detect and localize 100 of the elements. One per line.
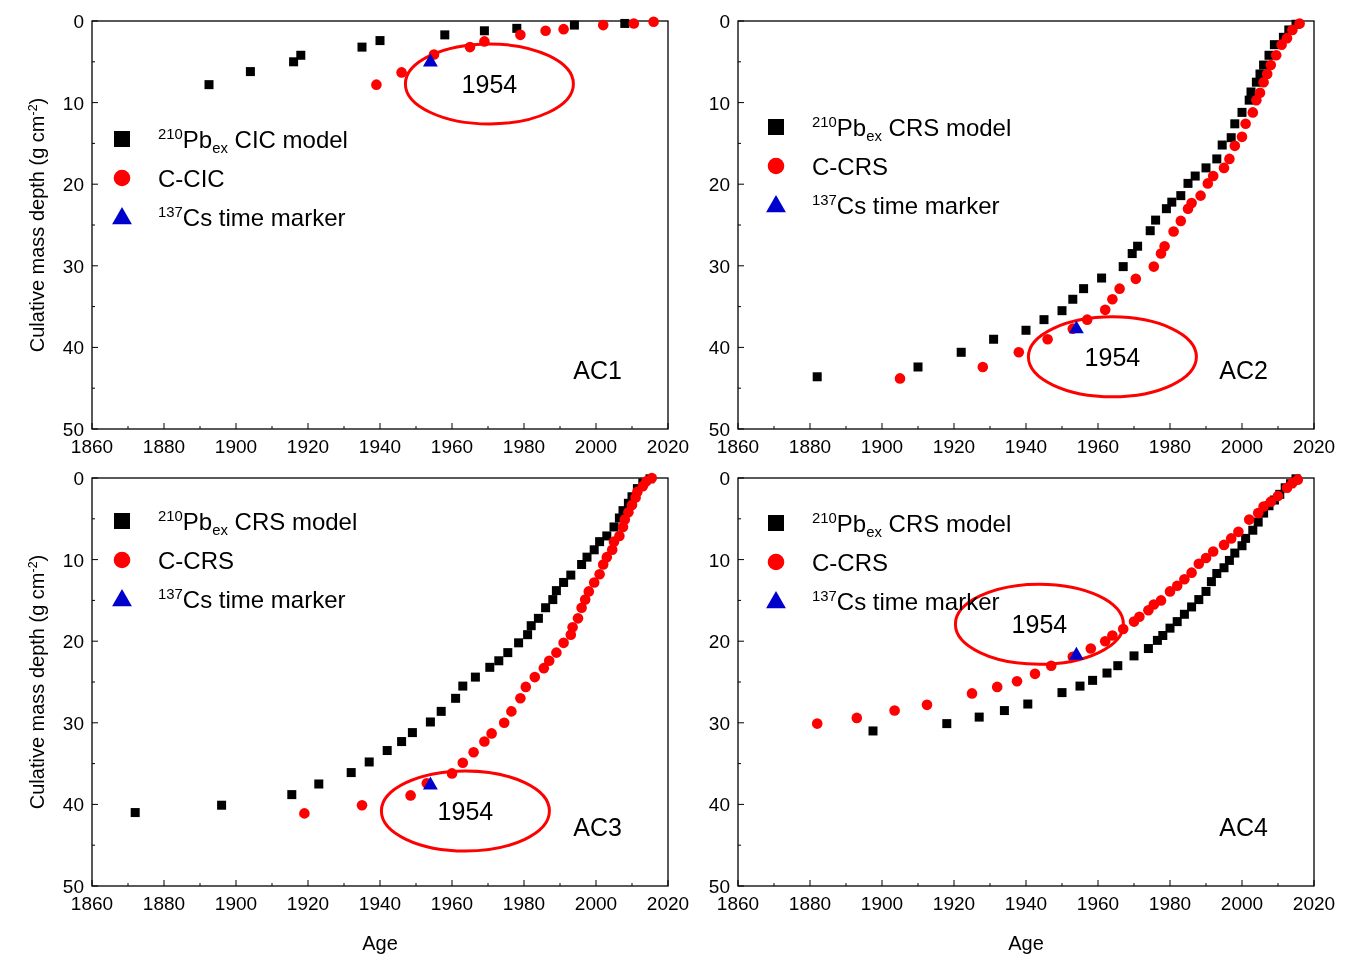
- point: [551, 647, 562, 658]
- x-tick-label: 1900: [860, 893, 904, 914]
- point: [1212, 568, 1222, 578]
- point: [551, 586, 561, 596]
- point: [458, 681, 468, 691]
- y-tick-label: 30: [708, 712, 730, 734]
- x-axis-title: Age: [1008, 932, 1044, 954]
- point: [1186, 567, 1197, 578]
- point: [1193, 558, 1205, 569]
- point: [558, 637, 569, 649]
- point: [1097, 273, 1107, 283]
- y-tick-label: 20: [62, 174, 84, 196]
- point: [1102, 668, 1112, 678]
- point: [217, 800, 227, 810]
- point: [558, 23, 569, 35]
- point: [1261, 68, 1273, 80]
- point: [1176, 191, 1186, 201]
- point: [1118, 262, 1128, 272]
- y-tick-label: 30: [708, 255, 730, 277]
- point: [1287, 24, 1298, 36]
- point: [543, 655, 555, 667]
- x-tick-label: 1940: [358, 893, 402, 914]
- point: [540, 25, 551, 37]
- point: [1224, 555, 1234, 565]
- point: [440, 30, 450, 40]
- point: [913, 362, 923, 372]
- point: [1258, 501, 1269, 512]
- y-tick-label: 40: [62, 794, 84, 816]
- point: [966, 688, 978, 699]
- point: [1079, 284, 1089, 294]
- point: [485, 662, 495, 672]
- point: [1294, 18, 1305, 29]
- point: [583, 586, 595, 597]
- point: [1200, 552, 1212, 564]
- point: [1236, 131, 1248, 143]
- point: [364, 757, 374, 767]
- point: [1134, 611, 1145, 623]
- point: [541, 603, 551, 613]
- point: [1068, 294, 1078, 304]
- annotation: AC4: [1219, 813, 1269, 841]
- point: [1057, 306, 1067, 316]
- point: [1237, 107, 1247, 117]
- point: [1172, 617, 1182, 627]
- point: [582, 552, 592, 562]
- x-tick-label: 1900: [214, 893, 258, 914]
- point: [204, 80, 214, 90]
- point: [577, 560, 587, 569]
- x-tick-label: 1880: [142, 436, 186, 457]
- x-tick-label: 1960: [430, 893, 474, 914]
- point: [397, 737, 407, 747]
- y-tick-label: 0: [719, 468, 730, 489]
- point: [314, 779, 324, 789]
- x-tick-label: 1900: [860, 436, 904, 457]
- point: [1212, 154, 1222, 164]
- point: [1130, 273, 1142, 285]
- point: [422, 53, 438, 67]
- point: [382, 746, 392, 756]
- point: [356, 799, 368, 811]
- point: [956, 347, 966, 357]
- point: [375, 36, 385, 46]
- point: [529, 671, 541, 683]
- point: [1029, 668, 1041, 680]
- point: [921, 699, 933, 711]
- point: [425, 717, 435, 727]
- point: [1233, 526, 1244, 538]
- legend-label: C-CRS: [812, 549, 888, 576]
- point: [1230, 119, 1240, 129]
- point: [1075, 681, 1085, 691]
- point: [589, 545, 599, 555]
- point: [1248, 525, 1258, 535]
- point: [628, 18, 640, 29]
- point: [569, 20, 579, 30]
- point: [1175, 215, 1187, 227]
- annotation: 1954: [461, 69, 518, 98]
- point: [648, 16, 659, 28]
- point: [1168, 226, 1179, 237]
- x-tick-label: 2000: [1220, 436, 1264, 457]
- point: [999, 706, 1009, 716]
- x-tick-label: 1980: [1148, 893, 1192, 914]
- point: [602, 531, 612, 541]
- point: [479, 736, 490, 747]
- point: [572, 613, 584, 624]
- annotation: AC3: [573, 813, 622, 841]
- legend-label: C-CRS: [158, 547, 234, 574]
- point: [1099, 635, 1111, 647]
- point: [1164, 586, 1176, 597]
- y-tick-label: 10: [62, 92, 84, 114]
- y-tick-label: 40: [708, 337, 730, 359]
- legend-label: C-CIC: [158, 165, 225, 192]
- point: [977, 361, 989, 373]
- point: [812, 372, 822, 382]
- annotation: AC2: [1219, 356, 1268, 384]
- point: [1127, 249, 1137, 259]
- point: [1107, 293, 1118, 305]
- x-tick-label: 2020: [1292, 893, 1336, 914]
- x-tick-label: 1880: [788, 893, 832, 914]
- y-tick-label: 0: [73, 468, 84, 489]
- legend-label: $^{137}$Cs time marker: [158, 204, 346, 231]
- point: [1023, 699, 1033, 709]
- point: [1201, 163, 1211, 173]
